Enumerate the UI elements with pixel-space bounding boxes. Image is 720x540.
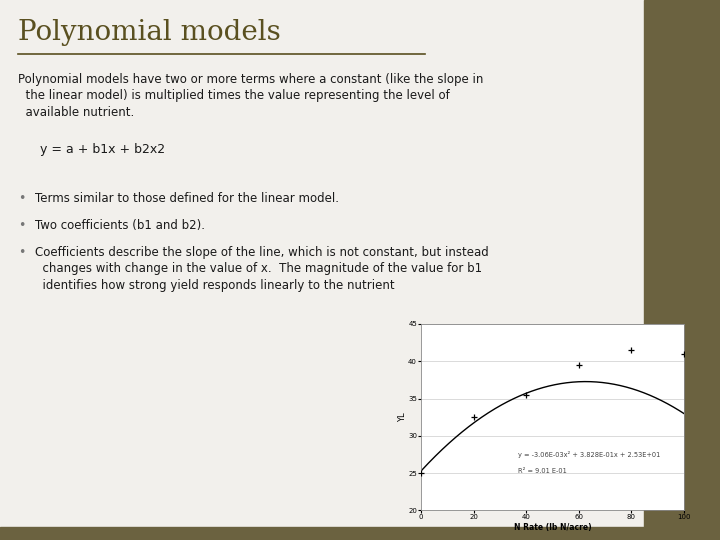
Point [573, 361, 585, 369]
Text: Terms similar to those defined for the linear model.: Terms similar to those defined for the l… [35, 192, 338, 205]
Point [415, 469, 427, 477]
Text: •: • [18, 219, 25, 232]
Text: Polynomial models: Polynomial models [18, 19, 281, 46]
Point [678, 349, 690, 358]
Text: Coefficients describe the slope of the line, which is not constant, but instead
: Coefficients describe the slope of the l… [35, 246, 488, 292]
Text: Two coefficients (b1 and b2).: Two coefficients (b1 and b2). [35, 219, 204, 232]
X-axis label: N Rate (lb N/acre): N Rate (lb N/acre) [514, 523, 591, 532]
Point [521, 390, 532, 399]
Text: •: • [18, 192, 25, 205]
Text: R² = 9.01 E-01: R² = 9.01 E-01 [518, 468, 567, 474]
Point [468, 413, 480, 421]
Point [626, 346, 637, 354]
Text: y = -3.06E-03x² + 3.828E-01x + 2.53E+01: y = -3.06E-03x² + 3.828E-01x + 2.53E+01 [518, 451, 661, 458]
Text: y = a + b1x + b2x2: y = a + b1x + b2x2 [40, 143, 165, 156]
Text: •: • [18, 246, 25, 259]
Text: Polynomial models have two or more terms where a constant (like the slope in
  t: Polynomial models have two or more terms… [18, 73, 483, 119]
Y-axis label: YL: YL [397, 413, 407, 422]
